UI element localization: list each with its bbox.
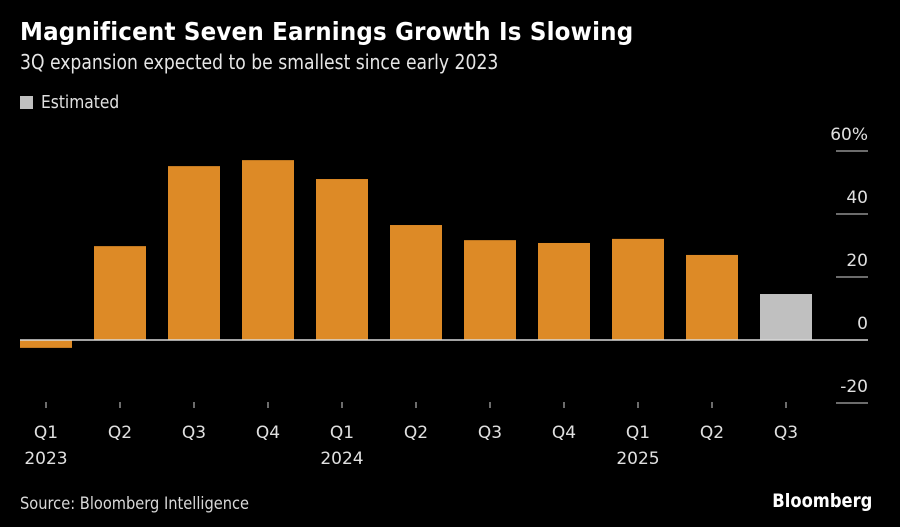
y-tick-label: -20	[840, 377, 868, 397]
source-note: Source: Bloomberg Intelligence	[20, 494, 250, 514]
bar-estimated	[760, 294, 812, 340]
x-tick-label-year: 2023	[24, 449, 67, 469]
y-tick-label: 0	[857, 314, 868, 334]
y-tick-label: 40	[846, 188, 868, 208]
y-tick-label: 20	[846, 251, 868, 271]
y-gridlines	[836, 150, 868, 404]
x-tick-label-quarter: Q1	[34, 423, 58, 443]
bar	[464, 240, 516, 340]
bar	[390, 225, 442, 340]
x-tick-label-quarter: Q4	[256, 423, 280, 443]
y-axis: 60% 40 20 0 -20	[830, 125, 868, 397]
x-tick-label-quarter: Q3	[774, 423, 798, 443]
x-tick-label-year: 2025	[616, 449, 659, 469]
x-tick-label-quarter: Q2	[700, 423, 724, 443]
legend: Estimated	[20, 92, 132, 113]
bar	[538, 242, 590, 340]
x-tick-label-year: 2024	[320, 449, 363, 469]
bloomberg-logo: Bloomberg	[771, 490, 872, 512]
x-tick-label-quarter: Q1	[626, 423, 650, 443]
legend-label-estimated: Estimated	[41, 92, 120, 113]
x-tick-label-quarter: Q2	[404, 423, 428, 443]
x-tick-label-quarter: Q2	[108, 423, 132, 443]
bar	[316, 179, 368, 340]
bar	[242, 160, 294, 340]
bar	[686, 254, 738, 340]
x-tick-label-quarter: Q3	[182, 423, 206, 443]
bar	[612, 238, 664, 340]
x-tick-label-quarter: Q4	[552, 423, 576, 443]
x-tick-label-quarter: Q3	[478, 423, 502, 443]
x-tick-label-quarter: Q1	[330, 423, 354, 443]
bars	[20, 160, 812, 348]
bar	[168, 166, 220, 340]
chart-subtitle: 3Q expansion expected to be smallest sin…	[20, 50, 499, 74]
bar	[94, 246, 146, 340]
bar	[20, 340, 72, 348]
chart-title: Magnificent Seven Earnings Growth Is Slo…	[20, 17, 634, 46]
y-tick-label: 60%	[830, 125, 868, 145]
legend-swatch-estimated	[20, 96, 33, 109]
x-axis: Q1 2023 Q2 Q3 Q4 Q1 2024 Q2 Q3 Q4 Q1 2025 Q2 Q3	[24, 402, 798, 469]
